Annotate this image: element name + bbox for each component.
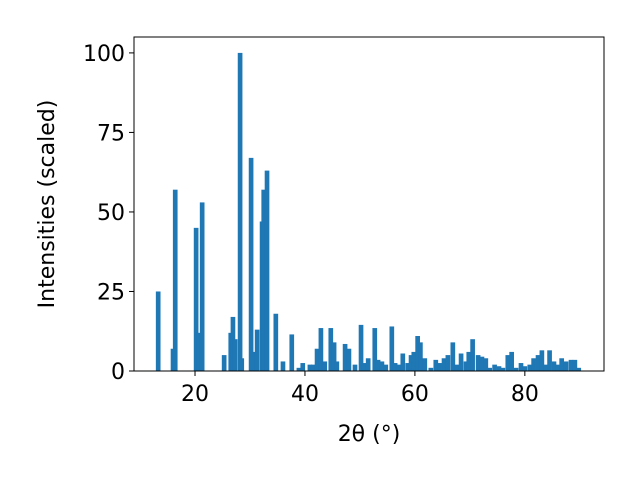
bar <box>365 358 371 371</box>
bar <box>531 358 536 371</box>
bar <box>555 364 561 371</box>
bar <box>475 355 481 371</box>
bar <box>433 359 439 371</box>
bar <box>392 363 398 371</box>
bar <box>572 359 578 371</box>
bar <box>342 343 348 371</box>
bar <box>264 170 270 371</box>
bar <box>496 366 502 371</box>
bar <box>492 364 497 371</box>
bar <box>375 359 381 371</box>
bar <box>261 189 267 371</box>
bar <box>383 364 389 371</box>
bar <box>289 334 295 371</box>
bar <box>352 364 358 371</box>
bar <box>199 202 205 371</box>
bar <box>422 358 428 371</box>
bar <box>547 350 552 371</box>
bar <box>454 364 460 371</box>
bar <box>251 351 257 371</box>
bar <box>310 364 316 371</box>
bar <box>196 332 202 371</box>
bar <box>415 336 420 371</box>
bar <box>463 361 469 371</box>
bar <box>563 361 569 371</box>
bar <box>408 355 414 371</box>
bar <box>479 356 485 371</box>
bar <box>466 351 472 371</box>
y-tick-label: 25 <box>97 280 125 305</box>
bar <box>405 363 411 371</box>
bar <box>418 342 423 371</box>
bar <box>441 358 447 371</box>
bar <box>314 348 320 371</box>
y-tick-label: 75 <box>97 121 125 146</box>
bar <box>307 364 313 371</box>
bar <box>254 329 260 371</box>
bar <box>396 364 402 371</box>
bar <box>280 361 286 371</box>
bar <box>334 361 340 371</box>
bar <box>248 157 254 371</box>
bar <box>543 364 549 371</box>
bar <box>193 227 199 371</box>
bar <box>509 351 514 371</box>
bar <box>513 367 519 371</box>
bar <box>300 363 306 371</box>
x-tick-label: 40 <box>291 382 319 407</box>
y-tick-label: 100 <box>83 42 125 67</box>
x-axis-label: 2θ (°) <box>338 422 401 447</box>
bar <box>518 363 524 371</box>
x-tick-label: 80 <box>511 382 539 407</box>
bar <box>535 355 541 371</box>
bar <box>458 353 464 371</box>
bar <box>155 291 161 371</box>
x-tick-label: 20 <box>181 382 209 407</box>
bar <box>527 364 533 371</box>
bar <box>296 367 302 371</box>
bar <box>221 355 227 371</box>
bar <box>346 348 352 371</box>
bar <box>358 324 364 371</box>
bar <box>559 358 565 371</box>
bar <box>232 339 238 371</box>
bar <box>379 361 385 371</box>
bar <box>568 359 574 371</box>
bar <box>331 342 337 371</box>
bar <box>372 328 378 371</box>
bar <box>505 355 511 371</box>
bar <box>522 366 528 371</box>
bar <box>470 339 475 371</box>
plot-frame <box>133 36 605 372</box>
bar <box>361 363 367 371</box>
bar <box>322 361 328 371</box>
y-axis-label: Intensities (scaled) <box>35 100 60 309</box>
x-tick-label: 60 <box>401 382 429 407</box>
bar <box>445 355 451 371</box>
bar <box>273 313 279 371</box>
bar <box>239 358 245 371</box>
bar <box>487 367 492 371</box>
bar <box>411 351 417 371</box>
bar <box>237 52 243 372</box>
bar <box>437 363 442 371</box>
bar <box>318 328 324 371</box>
bar <box>328 328 334 371</box>
bar <box>172 189 178 371</box>
bar <box>450 342 456 371</box>
bar <box>576 367 582 371</box>
bar <box>539 350 545 371</box>
bar <box>389 326 395 371</box>
y-tick-label: 50 <box>97 201 125 226</box>
bar <box>551 361 557 371</box>
y-tick-label: 0 <box>111 360 125 385</box>
bar <box>428 367 434 371</box>
bar <box>500 367 506 371</box>
bar <box>400 353 406 371</box>
bar <box>483 358 489 371</box>
